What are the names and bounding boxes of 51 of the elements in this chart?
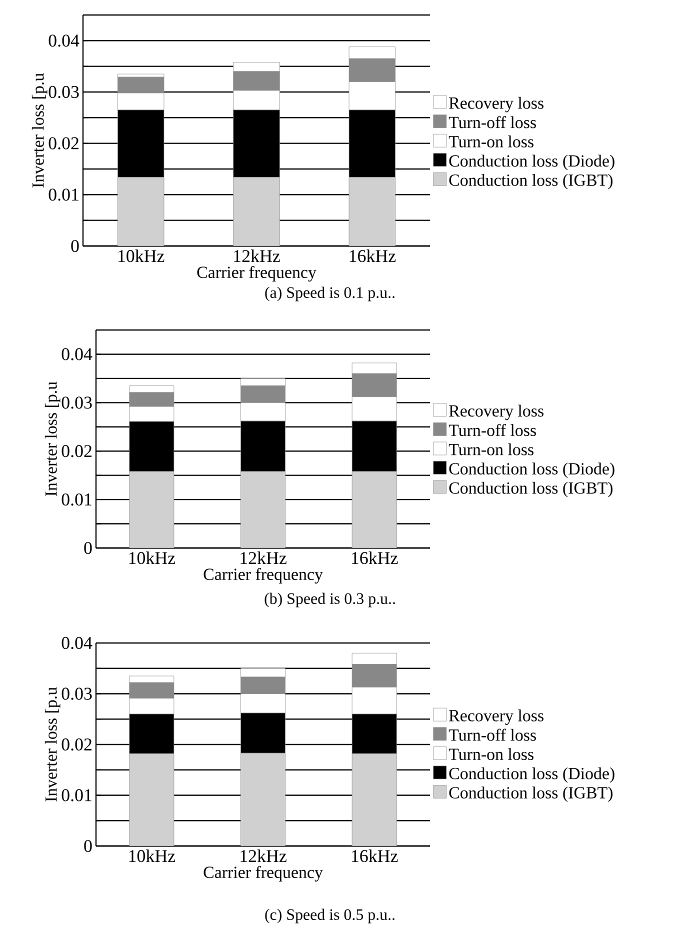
- x-tick-label: 16kHz: [352, 552, 398, 564]
- y-tick-label: 0: [84, 840, 92, 852]
- legend-label: Turn-on loss: [448, 443, 534, 456]
- legend-label: Turn-off loss: [448, 424, 536, 436]
- legend-label: Recovery loss: [449, 404, 544, 420]
- legend-label: Recovery loss: [449, 96, 544, 112]
- y-tick-label: 0.02: [62, 445, 92, 458]
- y-tick-label: 0.01: [62, 493, 92, 506]
- y-tick-label: 0.03: [62, 688, 92, 700]
- y-tick-label: 0.03: [62, 396, 92, 409]
- legend-label: Turn-off loss: [448, 728, 536, 741]
- x-axis-title: Carrier frequency: [197, 266, 316, 282]
- y-tick-label: 0.03: [48, 86, 79, 98]
- x-tick-label: 12kHz: [240, 552, 286, 564]
- x-tick-label: 16kHz: [352, 850, 398, 862]
- text: (c) Speed is 0.5 p.u..: [265, 908, 394, 924]
- y-tick-label: 0.01: [62, 789, 92, 802]
- bar: [129, 753, 174, 846]
- y-tick-label: 0.01: [48, 188, 78, 201]
- y-axis-title: Inverter loss [p.u: [32, 73, 48, 188]
- x-tick-label: 16kHz: [350, 250, 396, 262]
- x-axis-title: Carrier frequency: [204, 568, 323, 584]
- y-axis-title: Inverter loss [p.u: [44, 382, 60, 496]
- legend-label: Turn-on loss: [448, 748, 534, 760]
- legend-label: Conduction loss (IGBT): [449, 174, 612, 190]
- legend-label: Recovery loss: [449, 709, 544, 725]
- legend-label: Turn-on loss: [448, 136, 534, 148]
- y-tick-label: 0: [71, 240, 79, 252]
- x-tick-label: 10kHz: [129, 552, 176, 564]
- x-axis-title: Carrier frequency: [204, 866, 323, 882]
- legend-label: Conduction loss (Diode): [449, 767, 614, 783]
- y-axis-title: Inverter loss [p.u: [44, 687, 60, 802]
- legend-label: Conduction loss (IGBT): [449, 786, 612, 802]
- y-tick-label: 0.02: [62, 738, 92, 751]
- legend-label: Turn-off loss: [448, 116, 536, 128]
- x-tick-label: 10kHz: [118, 250, 164, 262]
- text: (a) Speed is 0.1 p.u..: [265, 286, 394, 302]
- y-tick-label: 0.04: [62, 348, 92, 360]
- y-tick-label: 0.04: [62, 636, 92, 650]
- y-tick-label: 0.02: [48, 137, 78, 150]
- x-tick-label: 10kHz: [129, 850, 176, 862]
- y-tick-label: 0.04: [48, 34, 80, 47]
- x-tick-label: 12kHz: [240, 850, 286, 862]
- bar: [240, 752, 286, 846]
- legend-label: Conduction loss (Diode): [449, 462, 614, 478]
- bar: [352, 753, 397, 846]
- legend-label: Conduction loss (Diode): [449, 154, 614, 170]
- x-tick-label: 12kHz: [234, 250, 280, 262]
- text: (b) Speed is 0.3 p.u..: [264, 592, 395, 608]
- y-tick-label: 0: [84, 542, 92, 554]
- legend-label: Conduction loss (IGBT): [449, 482, 612, 498]
